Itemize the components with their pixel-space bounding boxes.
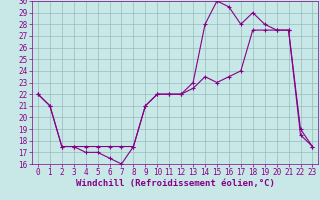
X-axis label: Windchill (Refroidissement éolien,°C): Windchill (Refroidissement éolien,°C) [76,179,275,188]
